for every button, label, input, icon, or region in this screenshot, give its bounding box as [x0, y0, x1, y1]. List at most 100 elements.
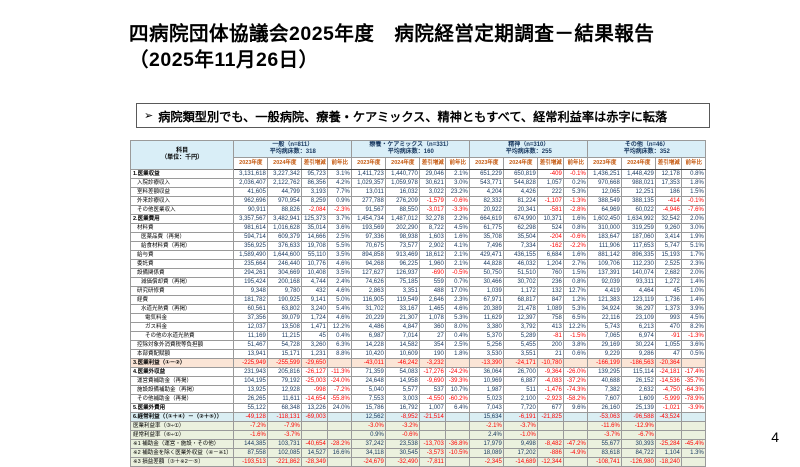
cell: [537, 430, 565, 440]
cell: 13,508: [267, 322, 303, 332]
cell: 2.7%: [563, 259, 589, 269]
cell: 276,209: [385, 196, 421, 206]
cell: 55,677: [587, 439, 623, 449]
row-label: 本部費配賦額: [129, 349, 235, 359]
cell: 88,550: [385, 205, 421, 215]
cell: 30,702: [503, 277, 539, 287]
cell: 13,011: [351, 187, 387, 197]
cell: -6,191: [503, 412, 539, 422]
cell: -21,514: [419, 412, 447, 422]
cell: 3.6%: [327, 223, 353, 233]
cell: 18,612: [419, 250, 447, 260]
cell: 32,278: [419, 214, 447, 224]
cell: 1,172: [503, 286, 539, 296]
cell: 594,714: [233, 232, 269, 242]
cell: 3.0%: [681, 223, 707, 233]
cell: -7.9%: [267, 421, 303, 431]
cell: 222: [537, 187, 565, 197]
row-label: 控除対象外消費税等負担額: [129, 340, 235, 350]
cell: -37.2%: [563, 376, 589, 386]
cell: -58.2%: [563, 394, 589, 404]
cell: 104,195: [233, 376, 269, 386]
cell: -7.2%: [327, 385, 353, 395]
cell: 1.6%: [563, 214, 589, 224]
survey-table: 科目 （単位：千円） 一般（n=811） 平均病床数：318 療養・ケアミックス（n=3…: [129, 140, 707, 467]
cell: -35.7%: [681, 376, 707, 386]
cell: 356,925: [233, 241, 269, 251]
survey-table-wrapper: 科目 （単位：千円） 一般（n=811） 平均病床数：318 療養・ケアミックス（n=3…: [129, 140, 707, 467]
table-row: 給食材料費（再掲） 356,925 376,633 19,708 5.5% 70,675 7…: [129, 241, 707, 251]
row-label: 外来診療収入: [129, 196, 235, 206]
cell: 0.5%: [681, 349, 707, 359]
cell: -24,679: [351, 457, 387, 467]
cell: -186,563: [621, 358, 657, 368]
table-row: 1.医業収益 3,131,618 3,227,342 95,723 3.1% 1,411,…: [129, 169, 707, 179]
cell: -81: [537, 331, 565, 341]
cell: 5.4%: [327, 304, 353, 314]
cell: 29,046: [419, 169, 447, 179]
cell: -193,513: [233, 457, 269, 467]
cell: [327, 412, 353, 422]
cell: 8,722: [419, 223, 447, 233]
cell: 7,496: [469, 241, 505, 251]
cell: 32,542: [655, 214, 683, 224]
cell: 37,242: [351, 439, 387, 449]
cell: 3.5%: [327, 250, 353, 260]
cell: 4.1%: [445, 241, 471, 251]
cell: 12.7%: [563, 286, 589, 296]
cell: 55,110: [301, 250, 329, 260]
table-row: 3.医業利益（①－②） -225,949 -255,599 -29,650 -43,01…: [129, 358, 707, 368]
cell: 54,083: [385, 367, 421, 377]
cell: -24.2%: [445, 367, 471, 377]
cell: 3,380: [469, 322, 505, 332]
cell: 5.3%: [445, 313, 471, 323]
cell: -25,284: [655, 439, 683, 449]
cell: -414: [655, 196, 683, 206]
cell: 6.4%: [445, 403, 471, 413]
cell: 26,265: [233, 394, 269, 404]
row-label: 運営費補助金（再掲）: [129, 376, 235, 386]
cell: 121,383: [587, 295, 623, 305]
cell: -46,242: [385, 358, 421, 368]
cell: 123,119: [621, 295, 657, 305]
cell: -11.3%: [327, 367, 353, 377]
row-label: その他の水道光熱費: [129, 331, 235, 341]
cell: 3.9%: [681, 304, 707, 314]
cell: 10,371: [537, 214, 565, 224]
cell: 3.8%: [563, 340, 589, 350]
table-row: その他医業収入 90,911 88,826 -2,084 -2.3% 91,567 88,5…: [129, 205, 707, 215]
cell: 5,256: [469, 340, 505, 350]
cell: 9,498: [503, 439, 539, 449]
cell: -225,949: [233, 358, 269, 368]
cell: 7,720: [503, 403, 539, 413]
cell: -1.3%: [563, 196, 589, 206]
cell: 360: [419, 322, 447, 332]
cell: 4,464: [621, 286, 657, 296]
cell: [327, 358, 353, 368]
cell: -5,999: [655, 394, 683, 404]
cell: 2.0%: [681, 268, 707, 278]
cell: 12,397: [503, 313, 539, 323]
cell: -3.7%: [267, 430, 303, 440]
cell: -14,536: [655, 376, 683, 386]
cell: 4,486: [351, 322, 387, 332]
cell: 5,455: [503, 340, 539, 350]
column-header: 差引増減: [655, 157, 683, 170]
cell: -255,599: [267, 358, 303, 368]
cell: [563, 457, 589, 467]
cell: 1,231: [301, 349, 329, 359]
cell: 23.2%: [445, 187, 471, 197]
cell: 14,958: [385, 376, 421, 386]
cell: [419, 421, 447, 431]
cell: -3.3%: [445, 205, 471, 215]
cell: -11.6%: [587, 421, 623, 431]
cell: 3.5%: [327, 268, 353, 278]
cell: 488: [419, 286, 447, 296]
row-label: その他補助金（再掲）: [129, 394, 235, 404]
cell: 0.9%: [327, 196, 353, 206]
cell: 12,065: [587, 187, 623, 197]
cell: 119,549: [385, 295, 421, 305]
cell: 2,682: [655, 268, 683, 278]
cell: 46,032: [503, 259, 539, 269]
cell: 24,648: [351, 376, 387, 386]
